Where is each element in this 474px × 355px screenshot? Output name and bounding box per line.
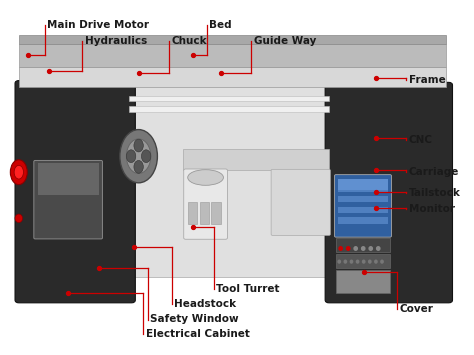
Text: CNC: CNC: [409, 135, 433, 145]
Ellipse shape: [368, 260, 372, 264]
Bar: [338, 207, 388, 213]
Bar: [188, 202, 197, 224]
FancyBboxPatch shape: [15, 81, 135, 303]
FancyBboxPatch shape: [335, 175, 392, 237]
Ellipse shape: [134, 139, 143, 152]
Bar: [336, 254, 390, 268]
Ellipse shape: [346, 246, 351, 251]
Text: Tailstock: Tailstock: [409, 189, 461, 198]
Text: Frame: Frame: [409, 75, 446, 85]
Ellipse shape: [10, 160, 27, 185]
Bar: [338, 179, 388, 190]
Ellipse shape: [344, 260, 347, 264]
Text: Cover: Cover: [400, 304, 433, 314]
Bar: [37, 163, 99, 195]
Bar: [129, 106, 329, 112]
Text: Electrical Cabinet: Electrical Cabinet: [146, 329, 249, 339]
Text: Headstock: Headstock: [174, 299, 236, 308]
Ellipse shape: [356, 260, 359, 264]
Ellipse shape: [338, 246, 343, 251]
Ellipse shape: [376, 246, 381, 251]
Ellipse shape: [350, 260, 353, 264]
Bar: [19, 67, 447, 87]
FancyBboxPatch shape: [184, 169, 228, 239]
Bar: [338, 185, 388, 192]
Ellipse shape: [188, 170, 223, 185]
Ellipse shape: [380, 260, 384, 264]
Ellipse shape: [353, 246, 358, 251]
Bar: [19, 44, 447, 67]
Text: Tool Turret: Tool Turret: [216, 284, 280, 294]
Ellipse shape: [362, 260, 365, 264]
Bar: [200, 202, 209, 224]
Ellipse shape: [120, 130, 157, 183]
Ellipse shape: [127, 150, 136, 163]
FancyBboxPatch shape: [271, 169, 330, 235]
Text: Chuck: Chuck: [172, 36, 207, 46]
Text: Main Drive Motor: Main Drive Motor: [47, 20, 149, 30]
Ellipse shape: [14, 165, 23, 179]
Ellipse shape: [141, 150, 151, 163]
FancyBboxPatch shape: [325, 82, 453, 303]
Ellipse shape: [134, 160, 143, 173]
Bar: [129, 85, 331, 277]
Ellipse shape: [374, 260, 378, 264]
Text: Hydraulics: Hydraulics: [84, 36, 147, 46]
Bar: [338, 217, 388, 224]
Text: Safety Window: Safety Window: [150, 315, 239, 324]
Bar: [336, 238, 390, 252]
Bar: [19, 36, 447, 44]
Bar: [129, 96, 329, 101]
Ellipse shape: [127, 139, 151, 174]
Text: Monitor: Monitor: [409, 204, 455, 214]
Ellipse shape: [337, 260, 341, 264]
Text: Carriage: Carriage: [409, 167, 459, 177]
Bar: [336, 270, 390, 293]
FancyBboxPatch shape: [34, 160, 102, 239]
Ellipse shape: [15, 214, 23, 223]
Bar: [338, 196, 388, 202]
Text: Guide Way: Guide Way: [254, 36, 316, 46]
Ellipse shape: [368, 246, 373, 251]
Bar: [183, 149, 329, 170]
Text: Bed: Bed: [209, 20, 232, 30]
Bar: [211, 202, 221, 224]
Ellipse shape: [361, 246, 365, 251]
